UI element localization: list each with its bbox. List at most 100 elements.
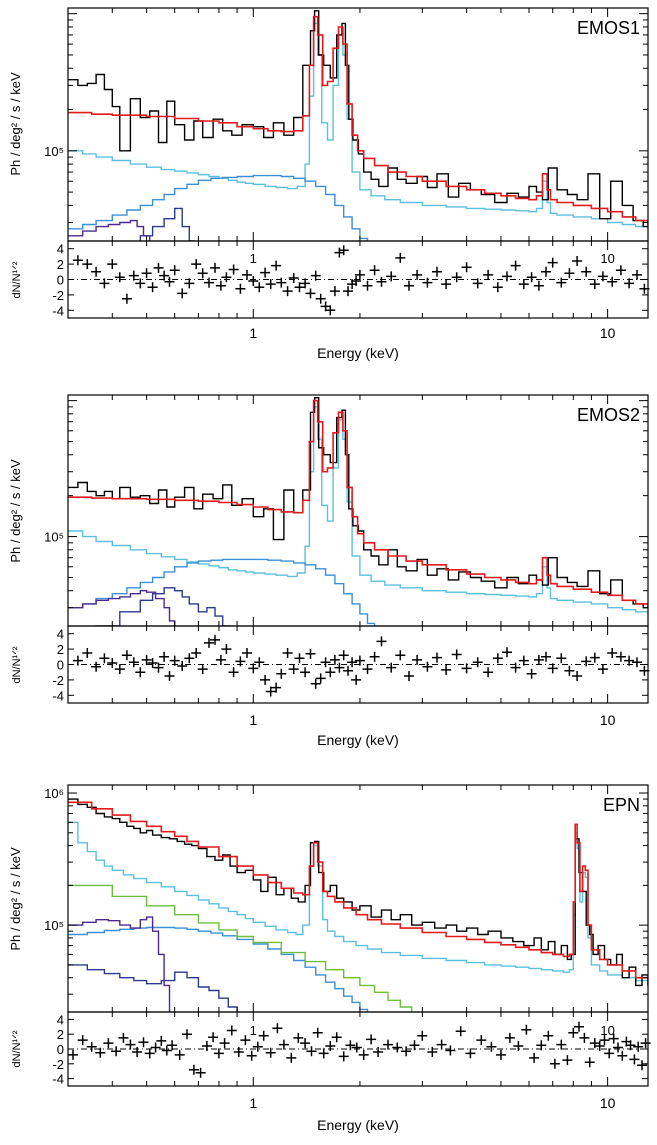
residual-point	[518, 279, 529, 290]
data-spectrum-line	[68, 10, 648, 228]
residual-tick-label: -4	[52, 303, 64, 318]
x-axis-ticks	[67, 395, 609, 703]
model-component-line-cyan	[68, 22, 648, 230]
residual-point	[246, 1050, 257, 1061]
residual-point	[164, 671, 175, 681]
residual-point	[492, 653, 503, 664]
residual-point	[77, 1035, 88, 1046]
residual-point	[331, 1032, 342, 1043]
residual-point	[376, 276, 387, 287]
residual-tick-label: -4	[52, 688, 64, 703]
residual-point	[427, 1047, 438, 1057]
residual-axis-label: dN/N¹ᐟ²	[11, 646, 23, 683]
y-tick-label: 10⁵	[44, 918, 64, 933]
residual-point	[629, 1054, 640, 1065]
x-axis-ticks	[67, 785, 609, 1086]
residual-point	[358, 1049, 369, 1060]
residual-point	[615, 651, 626, 662]
model-component-line-purple	[68, 590, 176, 626]
residual-point	[366, 1034, 377, 1045]
residual-point	[121, 650, 132, 661]
residual-point	[135, 667, 146, 678]
residual-point	[240, 1035, 251, 1046]
residual-axis-label: dN/N¹ᐟ²	[11, 261, 23, 298]
residual-point	[607, 648, 618, 658]
residual-point	[422, 661, 433, 672]
residual-point	[128, 270, 139, 281]
data-spectrum-line	[68, 397, 648, 609]
residual-point	[404, 671, 414, 681]
residual-point	[68, 1049, 78, 1060]
residual-point	[574, 1021, 584, 1032]
residual-point	[529, 1052, 540, 1063]
residual-point	[597, 271, 608, 282]
residual-point	[310, 270, 321, 281]
residual-point	[343, 665, 353, 676]
x-axis-label: Energy (keV)	[317, 732, 399, 748]
residual-point	[461, 262, 472, 273]
residual-tick-label: 4	[57, 1012, 64, 1027]
residual-point	[197, 268, 208, 279]
residual-point	[536, 1040, 547, 1051]
residual-point	[265, 279, 276, 290]
x-tick-label: 10	[600, 712, 616, 728]
residual-point	[556, 653, 567, 664]
residual-point	[543, 1030, 554, 1041]
residual-point	[254, 657, 265, 668]
y-tick-label: 10⁵	[44, 530, 64, 545]
x-axis-ticks	[67, 8, 609, 318]
residual-point	[362, 280, 373, 291]
model-component-line-navy	[68, 964, 238, 1012]
residual-tick-label: -2	[52, 1057, 64, 1072]
residual-point	[334, 662, 345, 673]
residual-point	[579, 1032, 590, 1043]
residual-point	[221, 272, 232, 283]
residual-point	[632, 657, 642, 668]
model-component-line-purple	[68, 916, 171, 1012]
residual-point	[604, 1048, 615, 1059]
residual-point	[107, 658, 118, 668]
residual-point	[547, 663, 558, 674]
residual-point	[632, 269, 642, 280]
residual-point	[191, 648, 202, 658]
residual-point	[169, 265, 180, 276]
residual-point	[184, 653, 195, 664]
residual-point	[351, 1042, 362, 1053]
residual-point	[144, 1048, 155, 1059]
residual-point	[451, 649, 462, 660]
residual-point	[271, 682, 282, 693]
residual-point	[167, 1040, 178, 1051]
x-tick-label: 1	[249, 712, 257, 728]
residual-point	[91, 661, 102, 672]
residual-point	[204, 637, 214, 648]
residual-point	[254, 282, 265, 293]
residual-point	[325, 1041, 336, 1051]
residual-point	[82, 259, 93, 270]
residual-point	[111, 1046, 122, 1057]
residual-point	[320, 657, 331, 668]
residual-point	[533, 280, 544, 291]
residual-point	[221, 644, 232, 655]
residual-point	[441, 664, 452, 675]
residual-point	[526, 668, 537, 679]
residual-point	[409, 1040, 420, 1051]
residual-point	[496, 1049, 506, 1060]
residual-point	[215, 654, 226, 665]
x-tick-label-inner: 10	[600, 1023, 614, 1038]
residual-points	[72, 634, 650, 697]
spectrum-frame	[67, 394, 649, 627]
residual-point	[276, 668, 287, 679]
residual-point	[159, 270, 170, 281]
x-tick-label: 10	[600, 1095, 616, 1111]
residual-tick-label: 4	[57, 627, 64, 642]
residual-point	[219, 1038, 230, 1049]
residual-point	[286, 1052, 297, 1063]
residual-point	[260, 674, 271, 685]
residual-point	[640, 1038, 651, 1049]
residual-point	[294, 282, 305, 293]
residual-point	[306, 1046, 317, 1057]
residual-point	[233, 1047, 244, 1057]
residual-point	[72, 255, 83, 266]
residual-point	[156, 1035, 167, 1046]
model-component-line-cyan	[68, 406, 648, 615]
